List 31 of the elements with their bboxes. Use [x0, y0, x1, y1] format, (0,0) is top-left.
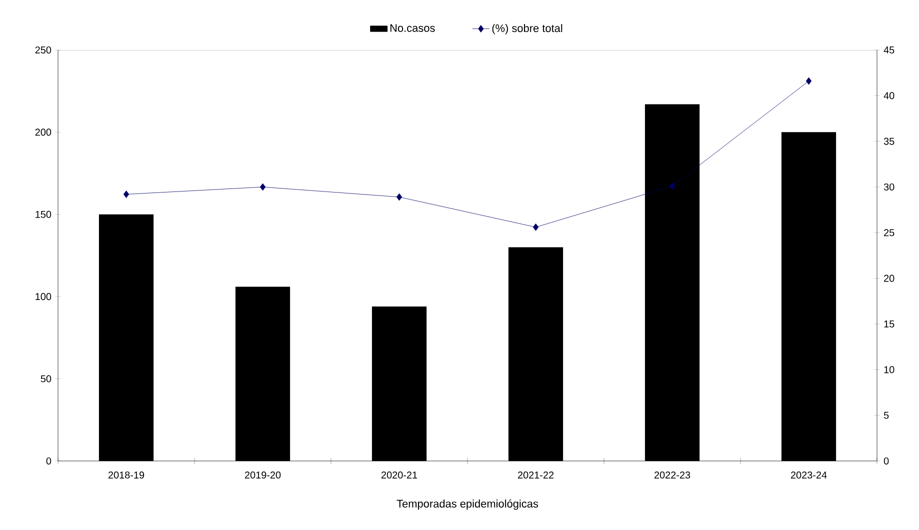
- y-tick-label: 200: [35, 128, 52, 136]
- point: [669, 182, 676, 190]
- y-tick-label: 100: [36, 293, 52, 300]
- y-tick-label: 150: [36, 210, 52, 218]
- point: [806, 77, 812, 85]
- y2-tick-label: 35: [884, 138, 894, 145]
- x-tick-label: 2018-19: [108, 472, 144, 479]
- x-tick-label: 2023-24: [790, 472, 827, 479]
- y-tick-label: 0: [46, 457, 52, 465]
- legend-label: No.casos: [390, 24, 435, 32]
- y-tick-label: 250: [35, 46, 52, 54]
- point: [123, 190, 130, 198]
- y2-tick-label: 40: [884, 92, 894, 100]
- point: [532, 223, 539, 231]
- x-tick-label: 2022-23: [654, 472, 690, 479]
- point: [260, 183, 266, 191]
- y2-tick-label: 45: [884, 46, 894, 54]
- y2-tick-label: 10: [884, 366, 894, 374]
- y2-tick-label: 0: [884, 457, 889, 465]
- y2-tick-label: 5: [884, 412, 889, 419]
- y-tick-label: 50: [40, 375, 52, 382]
- y2-tick-label: 15: [884, 320, 894, 328]
- y2-tick-label: 30: [884, 183, 894, 191]
- x-axis-title: Temporadas epidemiológicas: [396, 499, 538, 510]
- legend-label: (%) sobre total: [492, 24, 562, 34]
- x-tick-label: 2021-22: [518, 472, 554, 479]
- y2-tick-label: 25: [884, 229, 894, 236]
- x-tick-label: 2020-21: [381, 472, 418, 479]
- y2-tick-label: 20: [884, 274, 894, 282]
- point: [396, 193, 402, 201]
- x-tick-label: 2019-20: [244, 472, 281, 479]
